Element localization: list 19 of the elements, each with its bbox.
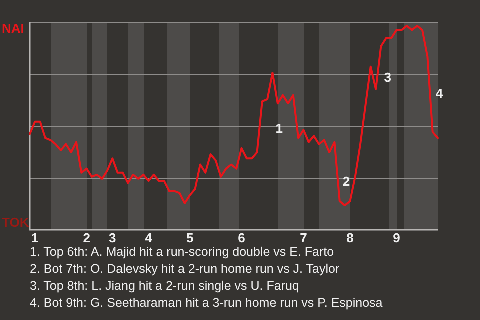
text: 4. Bot 9th: G. Seetharaman hit a 3-run home run vs P. Espinosa	[30, 295, 383, 312]
annotation: 3	[384, 70, 392, 86]
text: NAI	[2, 21, 24, 36]
x-tick-label: 1	[32, 230, 39, 246]
annotation: 1	[276, 121, 283, 136]
x-tick-label: 4	[145, 230, 154, 246]
annotation: 2	[342, 174, 350, 190]
x-tick-label: 5	[186, 230, 194, 246]
annotation: 4	[436, 86, 444, 102]
x-tick-label: 7	[300, 230, 308, 246]
x-tick-label: 6	[238, 230, 246, 246]
text: TOK	[2, 215, 30, 230]
x-tick-label: 2	[83, 230, 90, 246]
text: 1. Top 6th: A. Majid hit a run-scoring double vs E. Farto	[30, 244, 336, 261]
x-tick-label: 3	[109, 230, 116, 246]
text: 2. Bot 7th: O. Dalevsky hit a 2-run home run vs J. Taylor	[30, 261, 341, 278]
text: 3. Top 8th: L. Jiang hit a 2-run single vs U. Faruq	[30, 278, 300, 295]
x-tick-label: 8	[346, 230, 354, 246]
x-tick-label: 9	[393, 230, 400, 246]
